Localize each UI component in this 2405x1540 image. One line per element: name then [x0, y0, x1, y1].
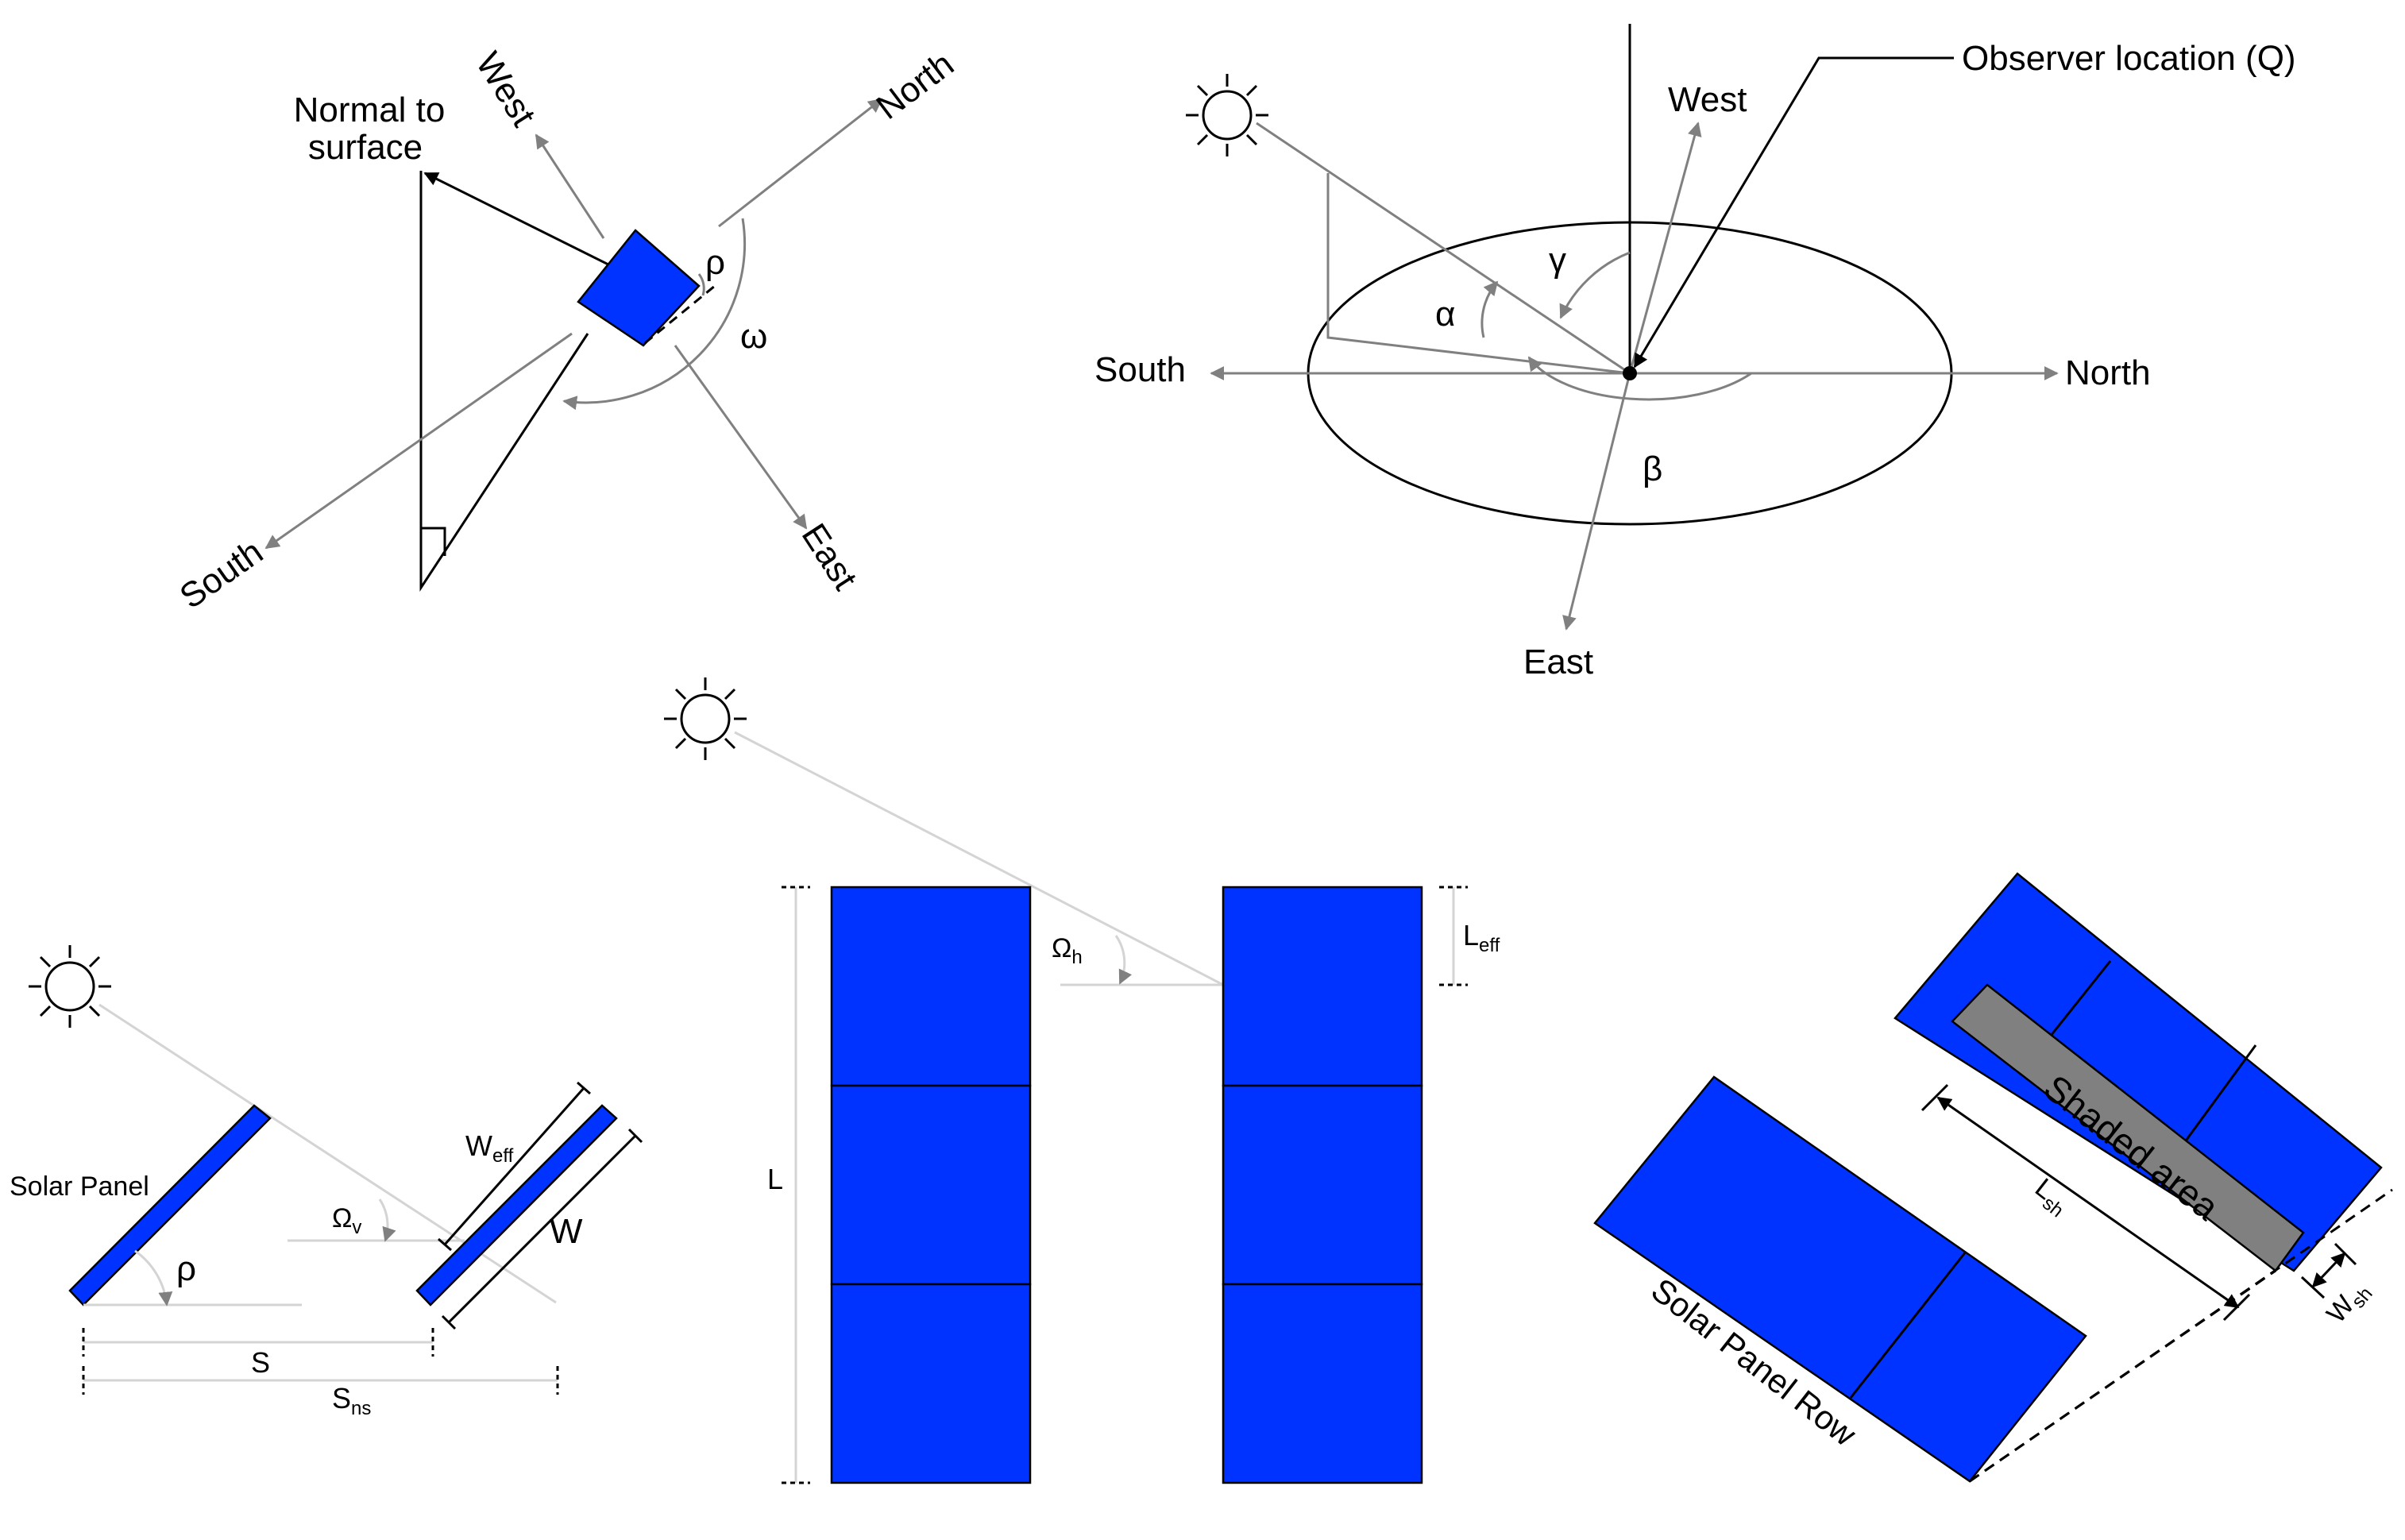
solar-panel-left	[68, 1104, 272, 1306]
l-sh-tick-a	[1921, 1083, 1949, 1112]
beta-arc	[1527, 356, 1752, 401]
omega-v-sub: v	[352, 1217, 361, 1238]
sun-icon	[27, 944, 113, 1029]
panel-left-bottom	[830, 1283, 1032, 1484]
sun-ray	[1256, 122, 1631, 375]
right-angle-mark	[421, 527, 446, 556]
solar-panel-right	[415, 1104, 618, 1306]
sun-icon	[662, 676, 748, 762]
panel-left-top	[830, 886, 1032, 1087]
w-eff-dimension	[443, 1087, 585, 1245]
omega-h-label: Ωh	[1052, 933, 1083, 968]
omega-h-sub: h	[1071, 947, 1082, 968]
beta-label: β	[1643, 450, 1662, 488]
w-tick-b	[627, 1128, 643, 1144]
south-arrow	[264, 332, 573, 550]
panel-c-row-spacing: Solar Panel ρ Ωv Weff W S Sns	[10, 944, 643, 1419]
west-label: West	[469, 45, 543, 133]
alpha-arc	[1480, 280, 1499, 338]
s-label: S	[251, 1346, 270, 1379]
observer-leader	[1633, 56, 1954, 369]
l-eff-sub: eff	[1479, 935, 1500, 956]
panel-a-surface-orientation: Normal to surface West North South East …	[173, 44, 961, 616]
panel-left-mid	[830, 1084, 1032, 1286]
w-eff-main: W	[465, 1129, 492, 1162]
rho-arc	[697, 273, 705, 296]
w-sh-tick-a	[2300, 1276, 2326, 1299]
w-tick-a	[441, 1314, 457, 1330]
normal-arrow	[423, 172, 612, 268]
omega-h-main: Ω	[1052, 933, 1071, 963]
w-label: W	[550, 1212, 583, 1251]
panel-b-sky-dome: Observer location (Q) West South North E…	[1094, 24, 2296, 681]
omega-v-label: Ωv	[332, 1203, 361, 1238]
observer-label: Observer location (Q)	[1962, 39, 2296, 78]
normal-label-line1: Normal to	[294, 91, 446, 129]
projection-triangle	[419, 171, 589, 592]
l-sh-label: Lsh	[2026, 1172, 2075, 1222]
north-arrow	[718, 98, 883, 228]
sun-ray-d	[734, 731, 1224, 986]
panel-right-bottom	[1222, 1283, 1423, 1484]
observer-point	[1623, 366, 1637, 380]
east-axis	[1562, 372, 1631, 631]
rho-label: ρ	[705, 243, 725, 282]
w-dimension	[447, 1134, 637, 1324]
rho-label-c: ρ	[176, 1249, 196, 1288]
sns-sub: ns	[351, 1398, 371, 1419]
omega-label: ω	[740, 317, 767, 356]
panel-d-front-view: L Ωh Leff	[662, 676, 1500, 1484]
w-sh-label: Wsh	[2321, 1275, 2377, 1332]
east-label-b: East	[1523, 643, 1593, 681]
gamma-label: γ	[1549, 241, 1566, 280]
w-sh-tick-b	[2334, 1242, 2357, 1266]
sns-label: Sns	[332, 1382, 371, 1419]
west-arrow	[535, 133, 605, 239]
sns-main: S	[332, 1382, 351, 1415]
l-eff-label: Leff	[1463, 919, 1500, 956]
w-eff-tick-a	[438, 1237, 452, 1252]
omega-arc	[562, 218, 747, 411]
solar-panel-label: Solar Panel	[10, 1171, 149, 1202]
north-label: North	[870, 44, 961, 127]
l-sh-dimension	[1936, 1096, 2240, 1309]
shadow-line-b	[1969, 1188, 2393, 1483]
tilted-panel	[577, 229, 701, 347]
l-label: L	[767, 1163, 783, 1195]
panel-right-top	[1222, 886, 1423, 1087]
east-label: East	[794, 517, 865, 597]
omega-v-main: Ω	[332, 1203, 352, 1233]
normal-label-line2: surface	[308, 128, 423, 167]
north-label-b: North	[2065, 353, 2151, 392]
omega-v-arc	[378, 1198, 396, 1242]
l-sh-tick-b	[2222, 1293, 2251, 1322]
sun-icon	[1184, 72, 1270, 158]
omega-h-arc	[1114, 935, 1133, 985]
east-arrow	[674, 345, 808, 530]
south-label: South	[173, 532, 270, 616]
panel-right-mid	[1222, 1084, 1423, 1286]
alpha-label: α	[1435, 295, 1455, 334]
w-eff-tick-b	[577, 1081, 591, 1095]
w-eff-label: Weff	[465, 1129, 514, 1167]
gamma-arc	[1559, 251, 1631, 319]
w-eff-sub: eff	[492, 1145, 514, 1167]
l-eff-main: L	[1463, 919, 1479, 951]
south-label-b: South	[1094, 350, 1186, 389]
west-label-b: West	[1668, 80, 1747, 119]
panel-e-shading: Shaded area Solar Panel Row Lsh Wsh	[1593, 872, 2393, 1483]
upper-panel-row	[1894, 872, 2383, 1272]
rho-arc-c	[134, 1249, 173, 1306]
west-axis	[1628, 122, 1702, 374]
w-sh-dimension	[2311, 1252, 2346, 1288]
